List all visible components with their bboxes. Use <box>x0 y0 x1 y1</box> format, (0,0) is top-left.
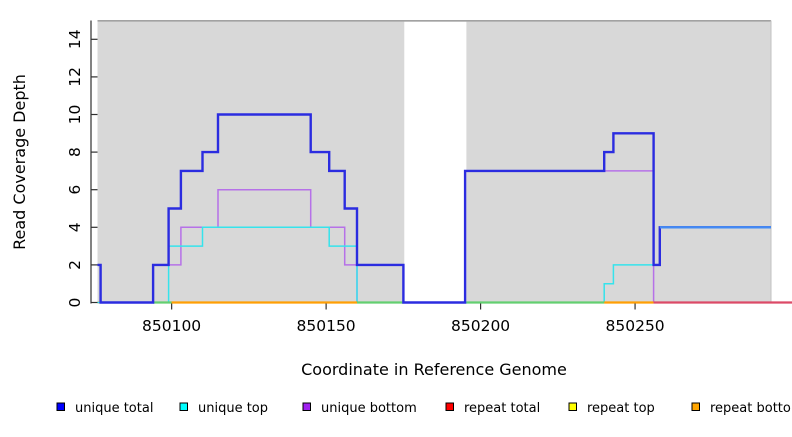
legend-item-unique-top: unique top <box>180 401 268 416</box>
masked-region <box>404 22 466 304</box>
legend-item-repeat-top: repeat top <box>569 401 655 416</box>
y-axis-title: Read Coverage Depth <box>10 74 29 250</box>
legend: unique total unique top unique bottom repea… <box>57 401 792 416</box>
legend-swatch-unique-top <box>180 403 188 411</box>
y-tick-label: 10 <box>66 105 84 125</box>
legend-swatch-unique-total <box>57 403 65 411</box>
legend-label: repeat top <box>587 401 655 416</box>
legend-swatch-repeat-total <box>446 403 454 411</box>
legend-label: repeat total <box>464 401 540 416</box>
y-tick-label: 0 <box>66 298 84 308</box>
y-tick-label: 14 <box>66 29 84 49</box>
legend-item-unique-total: unique total <box>57 401 153 416</box>
x-tick-label: 850100 <box>142 317 201 335</box>
legend-swatch-repeat-bottom <box>692 403 700 411</box>
legend-label: unique total <box>75 401 153 416</box>
x-tick-label: 850200 <box>451 317 510 335</box>
plot-background-layer <box>98 20 772 304</box>
legend-swatch-repeat-top <box>569 403 577 411</box>
y-tick-label: 12 <box>66 67 84 87</box>
legend-label: unique top <box>198 401 268 416</box>
x-axis-title: Coordinate in Reference Genome <box>301 360 567 379</box>
x-tick-label: 850250 <box>606 317 665 335</box>
legend-label: unique bottom <box>321 401 417 416</box>
x-tick-label: 850150 <box>297 317 356 335</box>
legend-label: repeat bottom <box>710 401 792 416</box>
legend-swatch-unique-bottom <box>303 403 311 411</box>
y-tick-label: 2 <box>66 260 84 270</box>
legend-item-repeat-total: repeat total <box>446 401 540 416</box>
y-tick-label: 8 <box>66 147 84 157</box>
y-tick-label: 4 <box>66 222 84 232</box>
y-tick-label: 6 <box>66 185 84 195</box>
legend-item-unique-bottom: unique bottom <box>303 401 417 416</box>
legend-item-repeat-bottom: repeat bottom <box>692 401 792 416</box>
